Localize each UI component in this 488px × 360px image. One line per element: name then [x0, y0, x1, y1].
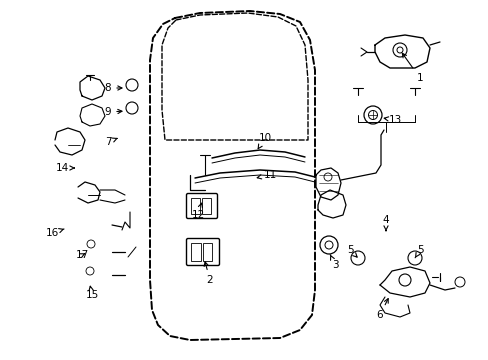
Text: 5: 5 [414, 245, 423, 258]
Text: 2: 2 [203, 262, 213, 285]
Text: 6: 6 [376, 298, 387, 320]
Text: 14: 14 [55, 163, 74, 173]
Text: 15: 15 [85, 286, 99, 300]
Bar [191, 198, 200, 214]
Text: 5: 5 [346, 245, 356, 257]
Text: 9: 9 [104, 107, 122, 117]
Text: 7: 7 [104, 137, 117, 147]
Text: 1: 1 [402, 53, 423, 83]
Bar [203, 243, 212, 261]
Text: 11: 11 [257, 170, 276, 180]
Text: 10: 10 [258, 133, 271, 149]
Bar [191, 243, 201, 261]
Text: 12: 12 [191, 203, 204, 220]
Text: 3: 3 [329, 255, 338, 270]
Text: 4: 4 [382, 215, 388, 231]
Text: 16: 16 [45, 228, 64, 238]
Text: 17: 17 [75, 250, 88, 260]
Bar [202, 198, 210, 214]
Text: 13: 13 [384, 115, 401, 125]
Text: 8: 8 [104, 83, 122, 93]
